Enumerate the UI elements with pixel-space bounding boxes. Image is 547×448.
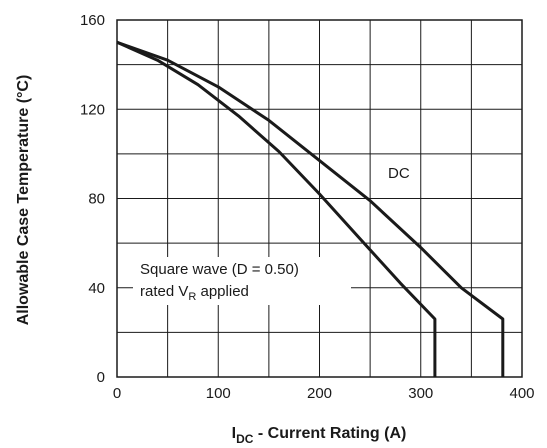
annotation-rated-vr: rated VR applied <box>140 283 249 303</box>
y-tick-label: 80 <box>88 191 105 208</box>
annotation-dc: DC <box>388 165 410 182</box>
x-tick-label: 200 <box>307 385 332 402</box>
plot-frame <box>116 19 523 378</box>
x-tick-label: 300 <box>408 385 433 402</box>
y-tick-label: 160 <box>80 12 105 29</box>
series-line-square-wave <box>116 40 437 377</box>
tick-labels: 0 100 200 300 400 0 40 80 120 160 <box>80 12 535 402</box>
x-tick-label: 400 <box>509 385 534 402</box>
annotation-dc-background <box>383 162 419 182</box>
y-axis-title: Allowable Case Temperature (°C) <box>15 75 32 326</box>
annotation-square-wave: Square wave (D = 0.50) <box>140 261 299 278</box>
x-axis-title: IDC - Current Rating (A) <box>232 425 407 446</box>
x-tick-label: 0 <box>113 385 121 402</box>
y-tick-label: 0 <box>97 369 105 386</box>
x-tick-label: 100 <box>206 385 231 402</box>
series-group <box>116 40 505 377</box>
y-tick-label: 40 <box>88 280 105 297</box>
grid <box>117 20 522 377</box>
y-tick-label: 120 <box>80 101 105 118</box>
annotation-background <box>133 257 351 305</box>
series-line-dc <box>116 40 505 377</box>
